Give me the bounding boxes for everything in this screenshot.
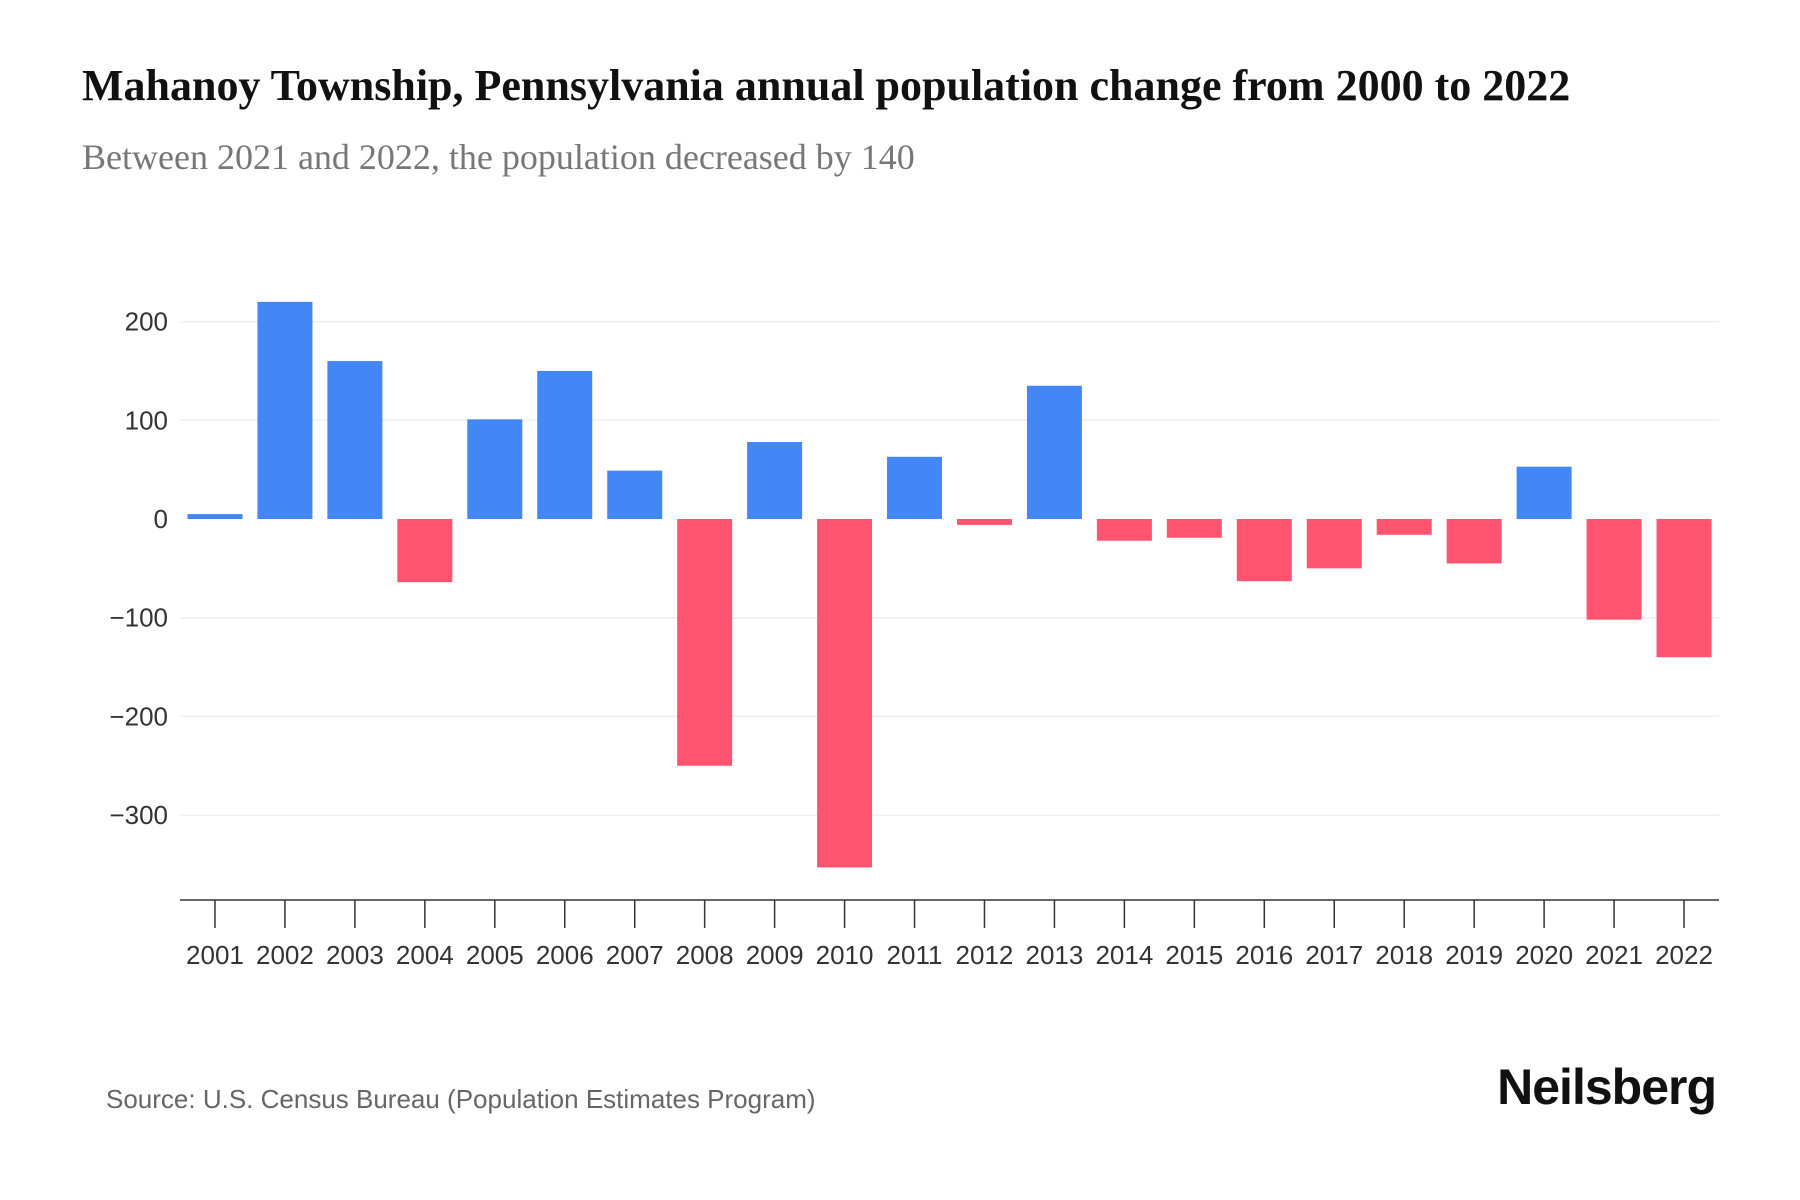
bar-2015	[1166, 519, 1222, 538]
bar-2005	[467, 419, 523, 519]
x-tick-label: 2007	[606, 940, 664, 970]
bar-2016	[1236, 519, 1292, 582]
x-tick-label: 2012	[956, 940, 1014, 970]
y-tick-label: 100	[125, 405, 168, 435]
chart-subtitle: Between 2021 and 2022, the population de…	[82, 137, 915, 177]
bar-2001	[187, 514, 243, 519]
chart-title: Mahanoy Township, Pennsylvania annual po…	[82, 61, 1571, 110]
bar-2017	[1306, 519, 1362, 569]
y-tick-label: −300	[109, 800, 168, 830]
y-tick-label: −100	[109, 603, 168, 633]
x-tick-label: 2003	[326, 940, 384, 970]
x-tick-label: 2022	[1655, 940, 1713, 970]
x-tick-label: 2020	[1515, 940, 1573, 970]
bar-2010	[817, 519, 873, 868]
bar-2021	[1586, 519, 1642, 620]
x-tick-label: 2002	[256, 940, 314, 970]
y-tick-label: 200	[125, 307, 168, 337]
x-tick-label: 2009	[746, 940, 804, 970]
bar-2012	[956, 519, 1012, 525]
x-tick-label: 2017	[1305, 940, 1363, 970]
bar-2014	[1096, 519, 1152, 541]
bar-2006	[537, 370, 593, 519]
x-tick-label: 2011	[887, 940, 943, 970]
x-tick-label: 2005	[466, 940, 524, 970]
y-tick-label: −200	[109, 701, 168, 731]
bar-2011	[887, 456, 943, 519]
bar-2004	[397, 519, 453, 583]
bar-2007	[607, 470, 663, 519]
x-tick-label: 2008	[676, 940, 734, 970]
bar-2003	[327, 361, 383, 519]
x-tick-label: 2016	[1235, 940, 1293, 970]
y-tick-label: 0	[154, 504, 168, 534]
x-tick-label: 2021	[1585, 940, 1643, 970]
bar-2002	[257, 301, 313, 519]
bar-2018	[1376, 519, 1432, 535]
bar-2008	[677, 519, 733, 766]
x-tick-label: 2001	[186, 940, 244, 970]
x-tick-label: 2013	[1026, 940, 1084, 970]
x-tick-label: 2004	[396, 940, 454, 970]
bar-2020	[1516, 466, 1572, 519]
x-tick-label: 2018	[1375, 940, 1433, 970]
bar-2013	[1026, 385, 1082, 519]
x-tick-label: 2019	[1445, 940, 1503, 970]
x-tick-label: 2006	[536, 940, 594, 970]
x-tick-label: 2014	[1095, 940, 1153, 970]
bar-2009	[747, 442, 803, 519]
x-tick-label: 2015	[1165, 940, 1223, 970]
source-note: Source: U.S. Census Bureau (Population E…	[106, 1084, 816, 1114]
x-tick-label: 2010	[816, 940, 874, 970]
bar-2019	[1446, 519, 1502, 564]
neilsberg-logo: Neilsberg	[1497, 1059, 1717, 1115]
bar-2022	[1656, 519, 1712, 658]
